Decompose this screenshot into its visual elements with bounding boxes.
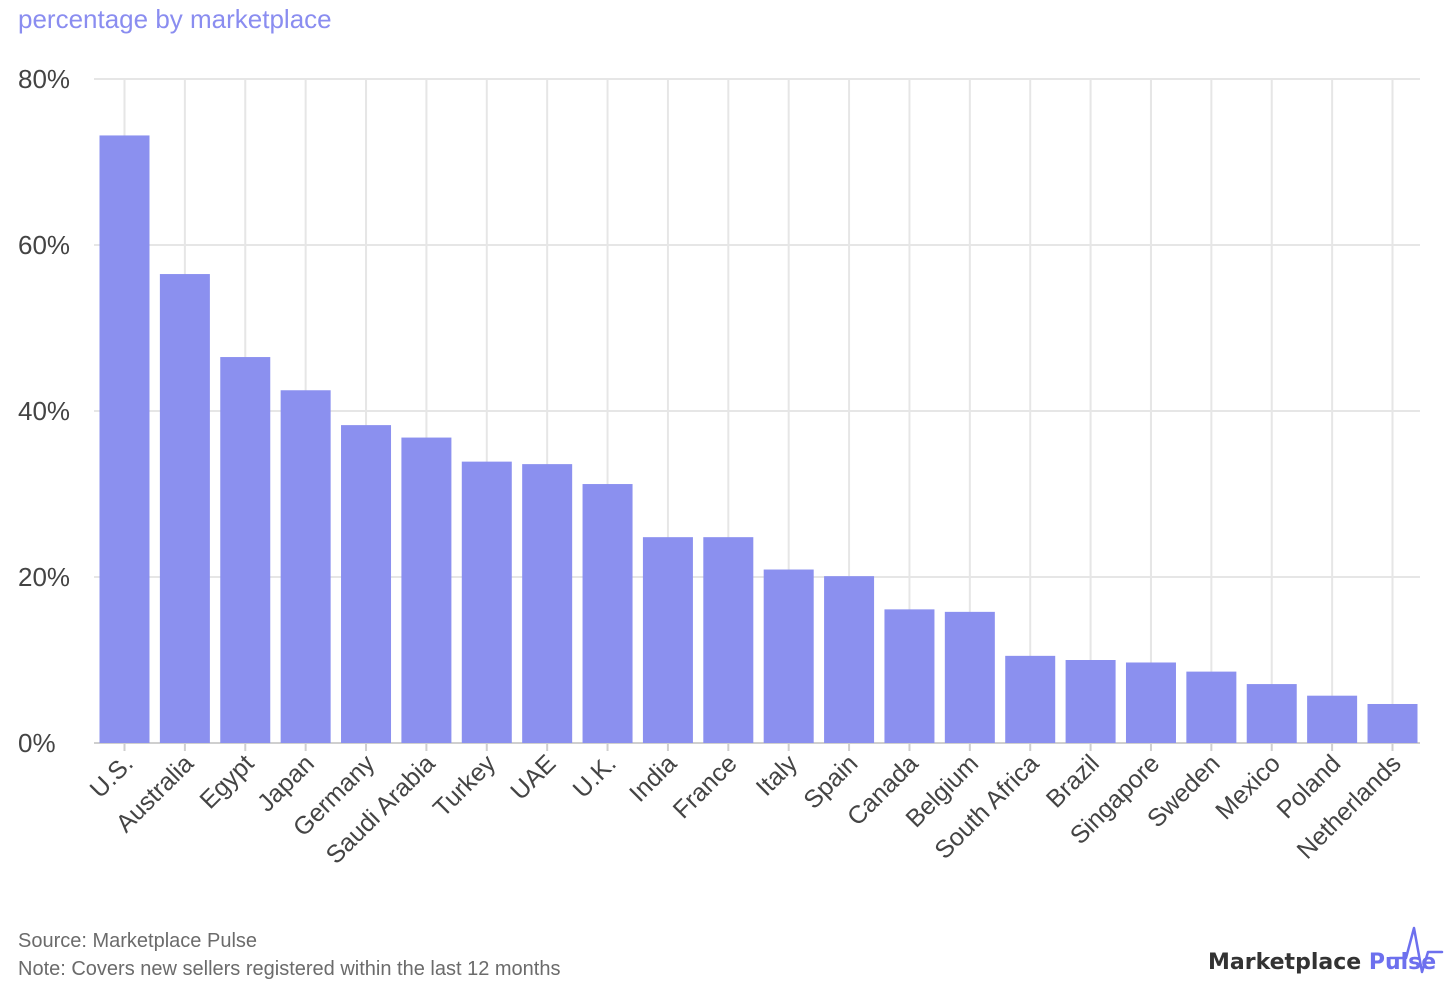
bar xyxy=(461,461,512,743)
x-tick-label: U.K. xyxy=(568,749,622,803)
bar xyxy=(824,576,875,743)
y-tick-label: 0% xyxy=(18,728,56,758)
x-tick-label: Mexico xyxy=(1210,749,1286,825)
x-tick-label: Turkey xyxy=(428,749,502,823)
bar xyxy=(280,390,331,743)
bar xyxy=(159,274,210,743)
chart-subtitle: percentage by marketplace xyxy=(18,4,332,34)
bar xyxy=(1307,695,1358,743)
bar xyxy=(763,569,814,743)
bar xyxy=(1005,655,1056,743)
bar xyxy=(703,537,754,743)
pulse-line-icon xyxy=(1388,926,1444,974)
y-tick-label: 80% xyxy=(18,64,70,94)
x-tick-label: UAE xyxy=(505,749,561,805)
bar xyxy=(1186,671,1237,743)
x-tick-label: U.S. xyxy=(85,749,139,803)
bar xyxy=(220,357,271,743)
bar xyxy=(944,611,995,743)
brand-word-1: Marketplace xyxy=(1208,950,1362,975)
bar xyxy=(401,437,452,743)
x-tick-label: Italy xyxy=(751,749,804,802)
bar xyxy=(341,425,392,743)
bar xyxy=(1065,660,1116,743)
bar xyxy=(582,484,633,743)
bar xyxy=(1246,684,1297,743)
bar xyxy=(1367,703,1418,743)
bar xyxy=(522,464,573,743)
brand-name: Marketplace Pulse xyxy=(1208,950,1436,975)
source-note: Source: Marketplace Pulse xyxy=(18,930,258,952)
bar xyxy=(642,537,693,743)
bar-chart: 0%20%40%60%80%U.S.AustraliaEgyptJapanGer… xyxy=(18,64,1420,869)
y-tick-label: 60% xyxy=(18,230,70,260)
bar xyxy=(884,609,935,743)
x-tick-label: Egypt xyxy=(194,749,259,814)
footnote: Note: Covers new sellers registered with… xyxy=(18,958,561,980)
bar xyxy=(99,135,150,743)
brand-logo: Marketplace Pulse xyxy=(1208,926,1448,982)
bar xyxy=(1125,662,1176,743)
y-tick-label: 20% xyxy=(18,562,70,592)
y-tick-label: 40% xyxy=(18,396,70,426)
x-tick-label: France xyxy=(668,749,743,824)
